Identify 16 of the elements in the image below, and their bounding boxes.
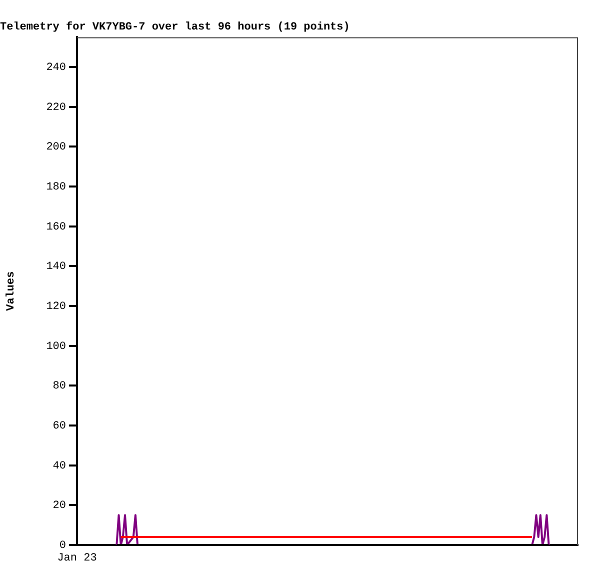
y-tick-label: 40 (52, 460, 66, 472)
x-tick-label: Jan 23 (57, 552, 97, 565)
y-tick-label: 140 (46, 261, 66, 274)
y-tick-label: 180 (46, 181, 66, 194)
y-axis-title: Values (5, 271, 18, 311)
y-tick-label: 160 (46, 221, 66, 234)
y-tick-label: 120 (46, 300, 66, 313)
y-tick-label: 60 (52, 420, 66, 432)
y-tick-label: 240 (46, 62, 66, 74)
y-tick-label: 20 (52, 500, 66, 512)
y-tick-label: 100 (46, 340, 66, 353)
y-tick-label: 220 (46, 102, 66, 114)
y-tick-label: 200 (46, 142, 66, 154)
chart-title: Telemetry for VK7YBG-7 over last 96 hours (19 points) (0, 20, 350, 34)
y-tick-label: 0 (59, 540, 66, 552)
y-tick-label: 80 (52, 380, 66, 393)
